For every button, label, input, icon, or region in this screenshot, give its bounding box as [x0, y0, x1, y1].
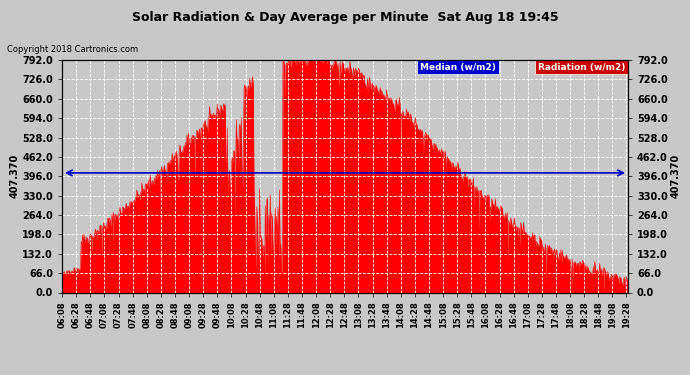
Text: Radiation (w/m2): Radiation (w/m2)	[538, 63, 625, 72]
Text: Median (w/m2): Median (w/m2)	[420, 63, 496, 72]
Text: Copyright 2018 Cartronics.com: Copyright 2018 Cartronics.com	[7, 45, 138, 54]
Y-axis label: 407.370: 407.370	[10, 154, 19, 198]
Text: Solar Radiation & Day Average per Minute  Sat Aug 18 19:45: Solar Radiation & Day Average per Minute…	[132, 11, 558, 24]
Y-axis label: 407.370: 407.370	[671, 154, 680, 198]
